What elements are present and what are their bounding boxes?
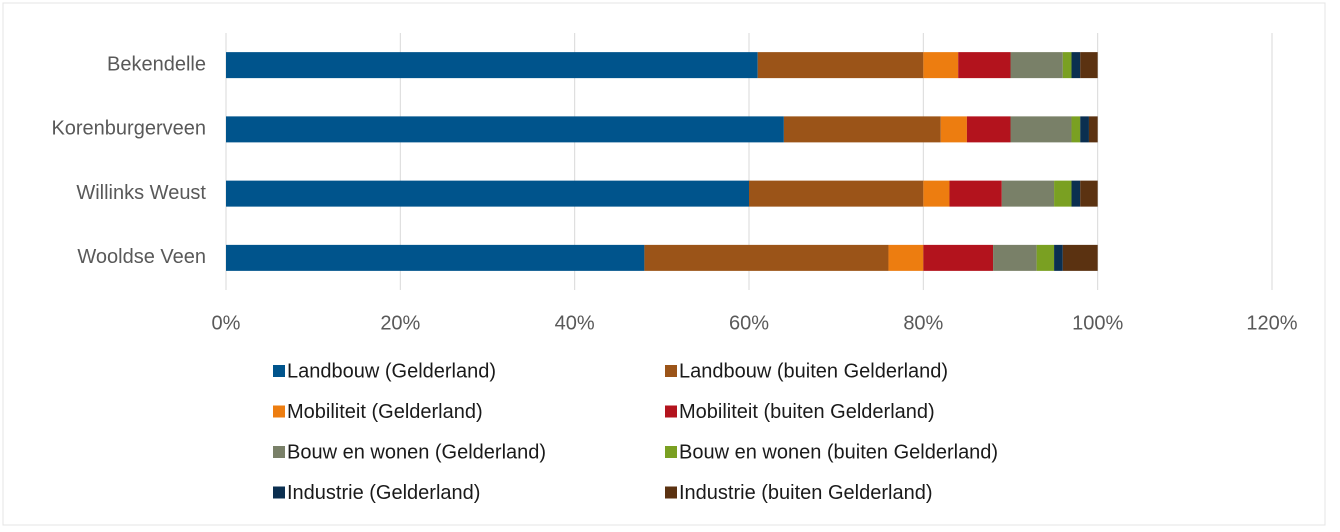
- bar-segment: [888, 244, 924, 271]
- legend-label: Bouw en wonen (buiten Gelderland): [679, 441, 998, 463]
- legend-swatch: [665, 486, 677, 499]
- bar-segment: [993, 244, 1037, 271]
- bar-segment: [226, 52, 758, 79]
- legend-swatch: [273, 365, 285, 377]
- legend-label: Mobiliteit (Gelderland): [287, 401, 483, 423]
- bar-segment: [1080, 116, 1089, 143]
- legend-label: Landbouw (Gelderland): [287, 360, 496, 382]
- legend-label: Mobiliteit (buiten Gelderland): [679, 401, 935, 423]
- x-tick-label: 20%: [380, 312, 420, 334]
- x-tick-label: 40%: [555, 312, 595, 334]
- legend-label: Landbouw (buiten Gelderland): [679, 360, 948, 382]
- bar-segment: [226, 180, 749, 207]
- bar-segment: [940, 116, 967, 143]
- bar-segment: [1080, 52, 1098, 79]
- bar-segment: [949, 180, 1002, 207]
- bar-segment: [1071, 180, 1081, 207]
- legend-label: Bouw en wonen (Gelderland): [287, 441, 546, 463]
- bar-segment: [923, 180, 950, 207]
- bar-segment: [958, 52, 1011, 79]
- y-tick-label: Bekendelle: [107, 53, 206, 75]
- bar-segment: [226, 116, 784, 143]
- y-tick-label: Willinks Weust: [76, 182, 206, 204]
- bar-segment: [1010, 52, 1063, 79]
- legend-swatch: [665, 365, 677, 377]
- bar-segment: [1001, 180, 1055, 207]
- bar-segment: [1062, 244, 1098, 271]
- bar-segment: [1080, 180, 1098, 207]
- bar-segment: [1071, 116, 1081, 143]
- y-tick-label: Wooldse Veen: [77, 246, 206, 268]
- bar-segment: [1071, 52, 1081, 79]
- bar-segment: [1054, 244, 1063, 271]
- bar-segment: [757, 52, 924, 79]
- bar-segment: [1010, 116, 1072, 143]
- bar-segment: [1036, 244, 1055, 271]
- legend-label: Industrie (Gelderland): [287, 482, 480, 504]
- legend-swatch: [273, 486, 285, 499]
- bar-segment: [1088, 116, 1098, 143]
- bar-segment: [783, 116, 941, 143]
- bar-segment: [966, 116, 1011, 143]
- bar-segment: [923, 52, 959, 79]
- bar-segment: [1062, 52, 1072, 79]
- bar-segment: [923, 244, 994, 271]
- x-tick-label: 0%: [212, 312, 241, 334]
- legend-swatch: [273, 446, 285, 458]
- legend-swatch: [665, 446, 677, 458]
- x-tick-label: 120%: [1246, 312, 1297, 334]
- bar-segment: [226, 244, 645, 271]
- x-tick-label: 100%: [1072, 312, 1123, 334]
- bar-segment: [644, 244, 889, 271]
- bar-segment: [1054, 180, 1072, 207]
- legend-label: Industrie (buiten Gelderland): [679, 482, 932, 504]
- x-tick-label: 80%: [903, 312, 943, 334]
- x-tick-label: 60%: [729, 312, 769, 334]
- legend-swatch: [665, 405, 677, 418]
- y-tick-label: Korenburgerveen: [51, 118, 206, 140]
- legend-swatch: [273, 405, 285, 418]
- bar-segment: [749, 180, 924, 207]
